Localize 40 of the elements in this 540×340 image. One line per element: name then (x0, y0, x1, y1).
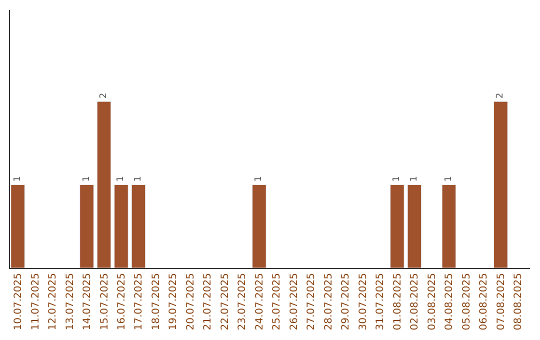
x-tick-label: 27.07.2025 (306, 273, 318, 330)
data-label: 1 (254, 176, 264, 182)
x-tick-label: 12.07.2025 (48, 273, 59, 330)
x-tick-label: 18.07.2025 (150, 273, 162, 330)
x-tick-label: 26.07.2025 (288, 273, 300, 330)
x-tick-label: 14.07.2025 (82, 273, 93, 330)
data-label: 1 (116, 176, 126, 182)
data-label: 1 (409, 176, 420, 182)
x-tick-label: 28.07.2025 (323, 273, 334, 330)
data-label: 1 (444, 176, 454, 182)
x-tick-label: 21.07.2025 (202, 273, 214, 330)
x-tick-label: 30.07.2025 (358, 273, 369, 330)
x-tick-label: 08.08.2025 (513, 273, 524, 330)
x-tick-label: 20.07.2025 (185, 273, 196, 330)
x-tick-label: 07.08.2025 (496, 273, 507, 330)
x-tick-label: 04.08.2025 (444, 273, 456, 330)
x-tick-label: 19.07.2025 (168, 273, 180, 330)
x-tick-label: 10.07.2025 (13, 273, 24, 330)
x-tick-label: 31.07.2025 (375, 273, 386, 330)
x-tick-label: 17.07.2025 (134, 273, 145, 330)
data-label: 1 (133, 176, 144, 182)
x-tick-label: 24.07.2025 (254, 273, 266, 330)
x-tick-label: 11.07.2025 (30, 273, 42, 330)
x-tick-label: 05.08.2025 (461, 273, 472, 330)
x-tick-label: 16.07.2025 (116, 273, 128, 330)
x-tick-label: 29.07.2025 (340, 273, 352, 330)
x-tick-label: 15.07.2025 (99, 273, 110, 330)
x-tick-label: 01.08.2025 (392, 273, 404, 330)
x-tick-label: 22.07.2025 (220, 273, 231, 330)
x-tick-label: 13.07.2025 (64, 273, 76, 330)
x-tick-label: 23.07.2025 (237, 273, 248, 330)
x-tick-label: 02.08.2025 (410, 273, 421, 330)
x-tick-label: 25.07.2025 (272, 273, 283, 330)
data-label: 2 (496, 92, 506, 99)
data-label: 1 (82, 176, 92, 182)
data-label: 2 (99, 92, 109, 99)
data-label: 1 (12, 176, 23, 182)
x-tick-label: 03.08.2025 (426, 273, 438, 330)
data-label: 1 (392, 176, 402, 182)
x-tick-label: 06.08.2025 (478, 273, 490, 330)
